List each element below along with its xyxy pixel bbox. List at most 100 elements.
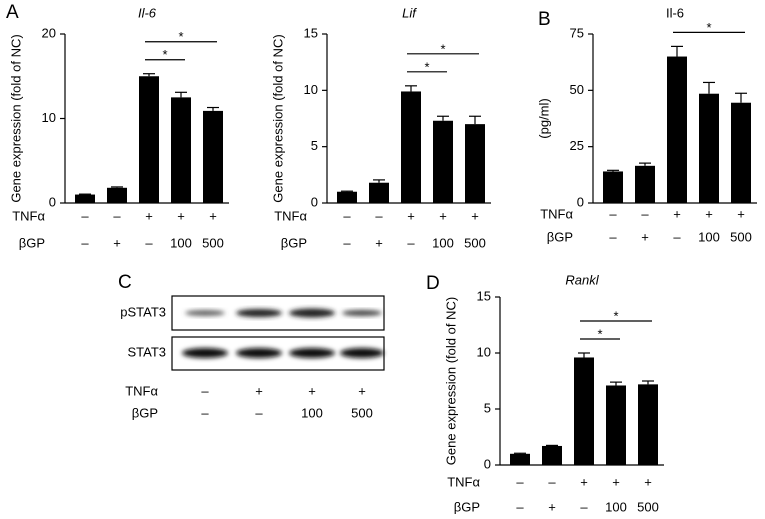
panel-letter: C (118, 272, 132, 293)
treatment-value: + (145, 208, 153, 223)
treatment-value: 100 (432, 235, 454, 250)
treatment-value: – (516, 499, 524, 514)
error-bar (437, 115, 449, 121)
error-bar (405, 85, 417, 92)
error-bar (578, 352, 590, 358)
treatment-value: – (580, 499, 588, 514)
treatment-label: βGP (281, 235, 307, 250)
treatment-label: βGP (547, 229, 573, 244)
treatment-value: + (439, 208, 447, 223)
treatment-value: – (113, 208, 121, 223)
error-bar (111, 186, 123, 188)
error-bar (143, 73, 155, 77)
significance-label: * (162, 47, 167, 62)
y-tick-label: 15 (304, 25, 318, 40)
band (236, 309, 282, 317)
western-blot: pSTAT3 STAT3 (120, 295, 385, 371)
treatment-value: + (407, 208, 415, 223)
chart-title: Il-6 (666, 5, 684, 20)
bar (638, 384, 658, 465)
band (289, 308, 335, 318)
treatment-value: + (737, 206, 745, 221)
treatment-value: + (580, 474, 588, 489)
y-tick-label: 75 (570, 25, 584, 40)
y-tick-label: 20 (42, 25, 56, 40)
treatment-value: – (81, 235, 89, 250)
treatment-value: – (375, 208, 383, 223)
significance-label: * (440, 41, 445, 56)
treatment-value: + (209, 208, 217, 223)
band (289, 348, 335, 358)
bar (433, 120, 453, 203)
error-bar (469, 115, 481, 125)
chart-title: Lif (402, 5, 417, 20)
treatment-value: + (548, 499, 556, 514)
bar (75, 194, 95, 203)
y-axis-label: Gene expression (fold of NC) (270, 34, 285, 202)
band (340, 348, 384, 358)
y-tick-label: 5 (311, 138, 318, 153)
chart-title: Rankl (565, 272, 599, 287)
error-bar (207, 106, 219, 111)
panel-letter: A (6, 2, 19, 23)
y-axis-label: (pg/ml) (536, 98, 551, 138)
treatment-value: + (673, 206, 681, 221)
error-bar (610, 381, 622, 386)
treatment-value: 500 (637, 499, 659, 514)
treatment-value: – (201, 383, 209, 398)
treatment-value: + (308, 383, 316, 398)
bar (542, 445, 562, 465)
treatment-value: – (609, 229, 617, 244)
band-label: STAT3 (127, 344, 166, 359)
panel-letter: B (538, 9, 551, 30)
treatment-value: + (471, 208, 479, 223)
treatment-value: + (375, 235, 383, 250)
error-bar (671, 45, 683, 57)
treatment-value: + (641, 229, 649, 244)
treatment-value: + (177, 208, 185, 223)
treatment-value: 100 (170, 235, 192, 250)
band (185, 310, 225, 316)
y-tick-label: 0 (577, 194, 584, 209)
bar (667, 56, 687, 204)
treatment-value: – (343, 208, 351, 223)
bar (574, 357, 594, 465)
band (236, 348, 282, 358)
error-bar (175, 91, 187, 98)
panel-letter: D (426, 273, 440, 294)
y-axis-label: Gene expression (fold of NC) (443, 297, 458, 465)
bar (203, 110, 223, 203)
y-tick-label: 0 (311, 194, 318, 209)
error-bar (546, 444, 558, 446)
y-tick-label: 10 (304, 82, 318, 97)
treatment-value: + (612, 474, 620, 489)
error-bar (514, 452, 526, 454)
treatment-value: – (145, 235, 153, 250)
error-bar (607, 169, 619, 172)
significance-label: * (597, 326, 602, 341)
error-bar (341, 190, 353, 192)
y-axis-label: Gene expression (fold of NC) (8, 34, 23, 202)
bar (465, 124, 485, 203)
error-bar (735, 92, 747, 103)
treatment-value: – (201, 405, 209, 420)
treatment-value: 500 (202, 235, 224, 250)
treatment-value: + (358, 383, 366, 398)
bar (606, 385, 626, 465)
bar (510, 453, 530, 465)
treatment-value: 100 (605, 499, 627, 514)
band-label: pSTAT3 (120, 304, 166, 319)
treatment-value: + (113, 235, 121, 250)
y-tick-label: 0 (484, 456, 491, 471)
chart-title: Il-6 (138, 5, 157, 20)
treatment-value: 500 (464, 235, 486, 250)
y-tick-label: 10 (477, 344, 491, 359)
band (182, 348, 228, 358)
treatment-value: – (255, 405, 263, 420)
treatment-label: TNFα (274, 208, 307, 223)
treatment-value: – (609, 206, 617, 221)
treatment-value: 500 (351, 405, 373, 420)
significance-label: * (424, 59, 429, 74)
bar (337, 191, 357, 203)
